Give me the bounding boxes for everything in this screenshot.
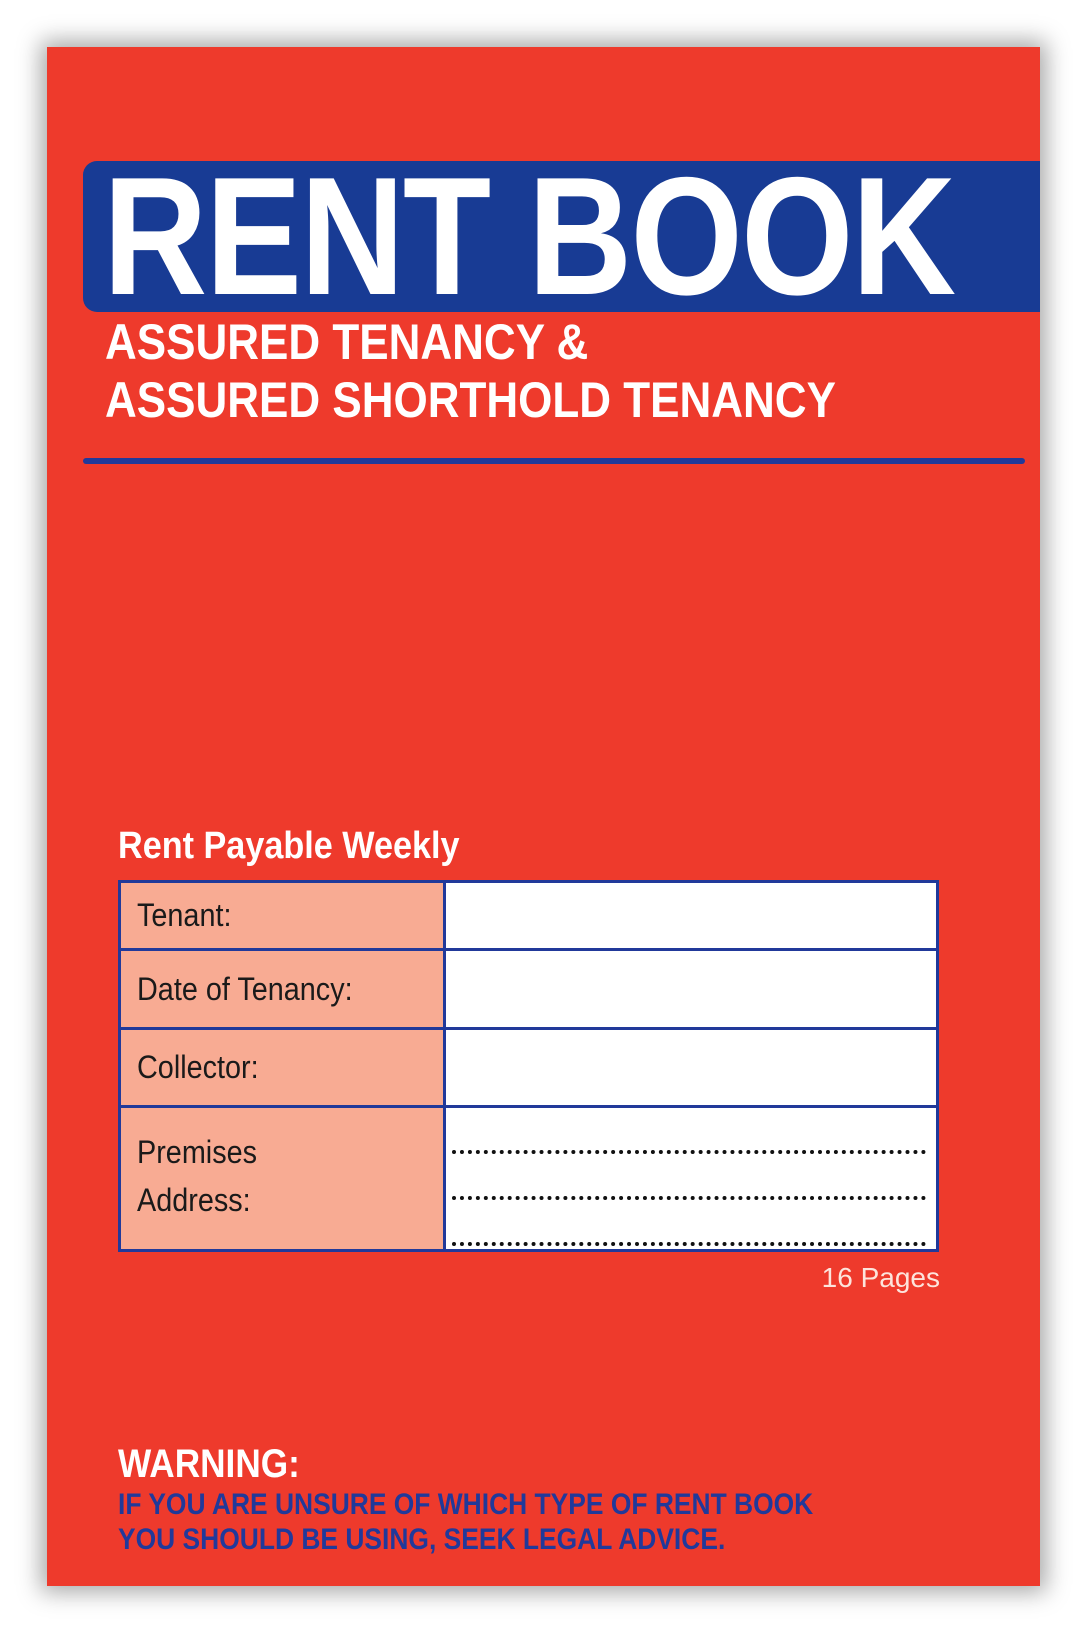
warning-line-1: IF YOU ARE UNSURE OF WHICH TYPE OF RENT … [118, 1488, 814, 1521]
form-row-collector: Collector: [118, 1027, 939, 1108]
field-label: Date of Tenancy: [137, 970, 353, 1007]
warning-line-2: YOU SHOULD BE USING, SEEK LEGAL ADVICE. [118, 1523, 726, 1556]
subtitle-line-2: ASSURED SHORTHOLD TENANCY [105, 372, 836, 428]
rent-book-cover: RENT BOOK ASSURED TENANCY & ASSURED SHOR… [47, 47, 1040, 1586]
tenant-field[interactable] [443, 880, 939, 951]
field-label: Collector: [137, 1049, 259, 1085]
form-row-tenant: Tenant: [118, 880, 939, 951]
form-row-address: Premises Address: [118, 1105, 939, 1252]
collector-field[interactable] [443, 1027, 939, 1108]
address-line-3[interactable] [452, 1200, 926, 1246]
address-line-2[interactable] [452, 1154, 926, 1200]
subtitle-line-1: ASSURED TENANCY & [105, 314, 589, 370]
form-row-date: Date of Tenancy: [118, 948, 939, 1030]
warning-heading: WARNING: [118, 1442, 300, 1486]
tenancy-form: Tenant: Date of Tenancy: Collector: Prem… [118, 880, 939, 1252]
page-count: 16 Pages [821, 1262, 940, 1293]
divider [83, 458, 1025, 464]
premises-address-field[interactable] [443, 1105, 939, 1252]
field-label: Address: [137, 1182, 251, 1218]
date-of-tenancy-field[interactable] [443, 948, 939, 1030]
address-line-1[interactable] [452, 1108, 926, 1154]
form-heading: Rent Payable Weekly [118, 825, 460, 867]
field-label: Tenant: [137, 897, 232, 933]
title-band [83, 161, 1040, 312]
field-label: Premises [137, 1134, 258, 1170]
cover-title: RENT BOOK [103, 142, 956, 330]
